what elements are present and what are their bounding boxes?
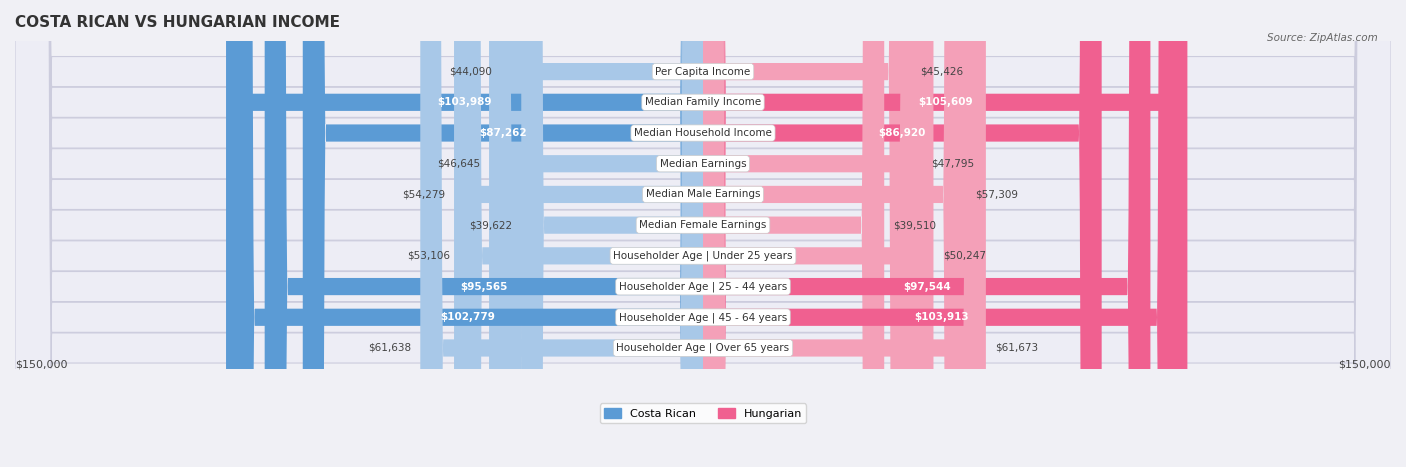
- Text: $61,673: $61,673: [995, 343, 1038, 353]
- Text: Householder Age | 25 - 44 years: Householder Age | 25 - 44 years: [619, 281, 787, 292]
- Text: Householder Age | Over 65 years: Householder Age | Over 65 years: [616, 343, 790, 353]
- FancyBboxPatch shape: [15, 0, 1391, 467]
- Text: Householder Age | Under 25 years: Householder Age | Under 25 years: [613, 251, 793, 261]
- FancyBboxPatch shape: [15, 0, 1391, 467]
- Text: Median Earnings: Median Earnings: [659, 159, 747, 169]
- FancyBboxPatch shape: [489, 0, 703, 467]
- FancyBboxPatch shape: [703, 0, 884, 467]
- FancyBboxPatch shape: [226, 0, 703, 467]
- Text: $103,989: $103,989: [437, 97, 492, 107]
- Text: Householder Age | 45 - 64 years: Householder Age | 45 - 64 years: [619, 312, 787, 323]
- Text: $39,510: $39,510: [893, 220, 936, 230]
- Legend: Costa Rican, Hungarian: Costa Rican, Hungarian: [600, 403, 806, 423]
- FancyBboxPatch shape: [703, 0, 1102, 467]
- Text: COSTA RICAN VS HUNGARIAN INCOME: COSTA RICAN VS HUNGARIAN INCOME: [15, 15, 340, 30]
- Text: $61,638: $61,638: [368, 343, 411, 353]
- FancyBboxPatch shape: [703, 0, 966, 467]
- FancyBboxPatch shape: [302, 0, 703, 467]
- FancyBboxPatch shape: [454, 0, 703, 467]
- FancyBboxPatch shape: [15, 0, 1391, 467]
- Text: Median Household Income: Median Household Income: [634, 128, 772, 138]
- Text: $46,645: $46,645: [437, 159, 479, 169]
- FancyBboxPatch shape: [232, 0, 703, 467]
- Text: $103,913: $103,913: [914, 312, 969, 322]
- FancyBboxPatch shape: [15, 0, 1391, 467]
- Text: $97,544: $97,544: [903, 282, 950, 291]
- Text: $44,090: $44,090: [449, 67, 492, 77]
- FancyBboxPatch shape: [420, 0, 703, 467]
- FancyBboxPatch shape: [522, 0, 703, 467]
- FancyBboxPatch shape: [15, 0, 1391, 467]
- Text: $86,920: $86,920: [879, 128, 927, 138]
- Text: Source: ZipAtlas.com: Source: ZipAtlas.com: [1267, 33, 1378, 42]
- FancyBboxPatch shape: [15, 0, 1391, 467]
- Text: $150,000: $150,000: [1339, 360, 1391, 370]
- Text: $47,795: $47,795: [931, 159, 974, 169]
- FancyBboxPatch shape: [703, 0, 986, 467]
- Text: Median Family Income: Median Family Income: [645, 97, 761, 107]
- Text: $150,000: $150,000: [15, 360, 67, 370]
- Text: $45,426: $45,426: [921, 67, 963, 77]
- Text: $57,309: $57,309: [974, 190, 1018, 199]
- Text: $50,247: $50,247: [942, 251, 986, 261]
- Text: $39,622: $39,622: [470, 220, 512, 230]
- Text: $105,609: $105,609: [918, 97, 973, 107]
- FancyBboxPatch shape: [501, 0, 703, 467]
- FancyBboxPatch shape: [15, 0, 1391, 467]
- FancyBboxPatch shape: [703, 0, 1180, 467]
- Text: Per Capita Income: Per Capita Income: [655, 67, 751, 77]
- FancyBboxPatch shape: [703, 0, 911, 467]
- FancyBboxPatch shape: [264, 0, 703, 467]
- Text: $87,262: $87,262: [479, 128, 527, 138]
- FancyBboxPatch shape: [15, 0, 1391, 467]
- Text: Median Male Earnings: Median Male Earnings: [645, 190, 761, 199]
- Text: $102,779: $102,779: [440, 312, 495, 322]
- FancyBboxPatch shape: [703, 0, 1188, 467]
- FancyBboxPatch shape: [15, 0, 1391, 467]
- Text: $54,279: $54,279: [402, 190, 444, 199]
- FancyBboxPatch shape: [703, 0, 922, 467]
- FancyBboxPatch shape: [703, 0, 1150, 467]
- FancyBboxPatch shape: [15, 0, 1391, 467]
- Text: Median Female Earnings: Median Female Earnings: [640, 220, 766, 230]
- FancyBboxPatch shape: [460, 0, 703, 467]
- Text: $95,565: $95,565: [460, 282, 508, 291]
- Text: $53,106: $53,106: [408, 251, 450, 261]
- FancyBboxPatch shape: [703, 0, 934, 467]
